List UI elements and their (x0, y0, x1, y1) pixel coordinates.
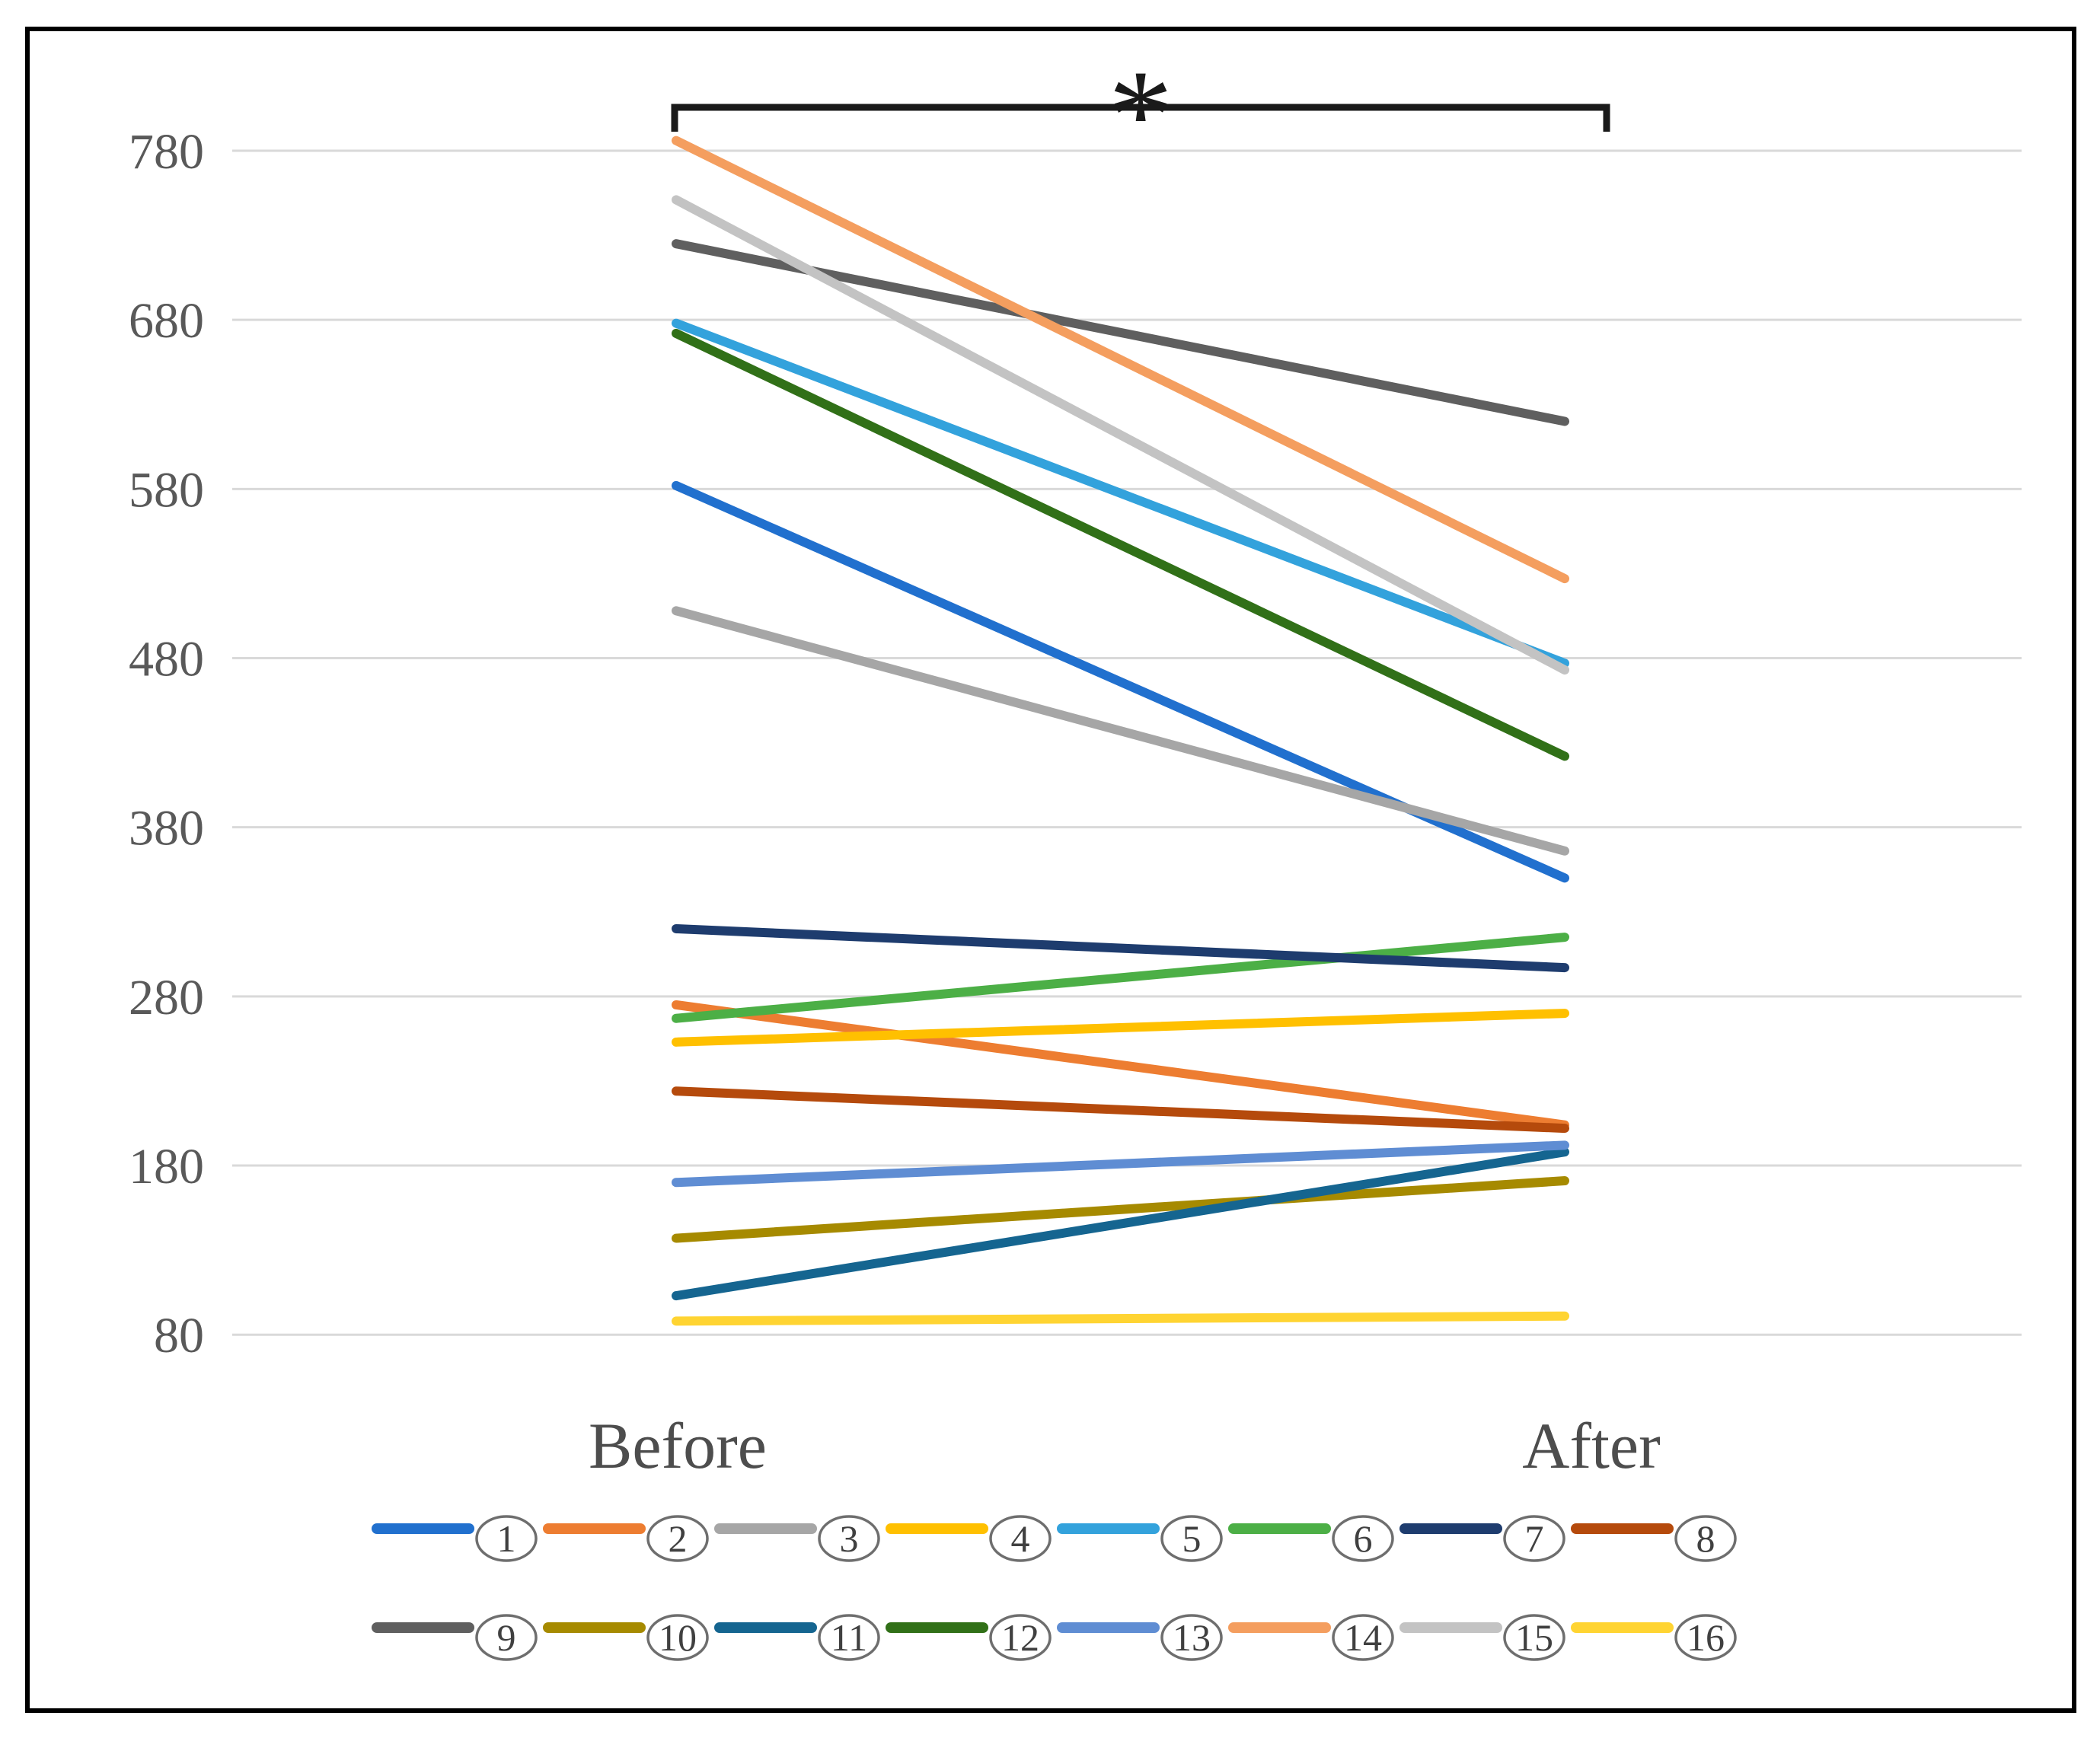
legend-item-3: 3 (714, 1515, 880, 1562)
legend-item-1: 1 (372, 1515, 538, 1562)
legend-number-6: 6 (1354, 1517, 1373, 1560)
legend-circle-16 (1674, 1614, 1737, 1661)
significance-annotation: * (671, 43, 1610, 187)
legend-circle-13 (1160, 1614, 1223, 1661)
series-line-8 (672, 1086, 1569, 1134)
legend-circle-6 (1332, 1515, 1394, 1562)
y-tick-380: 380 (129, 801, 204, 856)
series-line-3 (672, 606, 1569, 856)
series-line-4 (672, 1009, 1569, 1047)
series-line-7 (672, 923, 1569, 973)
y-tick-480: 480 (129, 632, 204, 687)
series-line-14 (672, 136, 1569, 584)
series-line-6 (672, 933, 1569, 1023)
legend-number-2: 2 (669, 1517, 688, 1560)
legend-item-16: 16 (1571, 1614, 1737, 1661)
legend-circle-8 (1674, 1515, 1737, 1562)
chart-frame (25, 27, 2076, 1713)
legend-number-7: 7 (1525, 1517, 1544, 1560)
legend-item-5: 5 (1057, 1515, 1223, 1562)
legend-item-11: 11 (714, 1614, 880, 1661)
legend-item-8: 8 (1571, 1515, 1737, 1562)
legend-circle-12 (989, 1614, 1052, 1661)
y-tick-680: 680 (129, 293, 204, 349)
legend-number-10: 10 (659, 1616, 697, 1659)
legend-number-1: 1 (497, 1517, 516, 1560)
legend-circle-1 (475, 1515, 538, 1562)
legend-item-13: 13 (1057, 1614, 1223, 1661)
legend-circle-10 (646, 1614, 709, 1661)
legend-circle-14 (1332, 1614, 1394, 1661)
significance-bracket (671, 104, 1610, 132)
legend-circle-4 (989, 1515, 1052, 1562)
series-line-15 (672, 195, 1569, 675)
legend-number-8: 8 (1696, 1517, 1715, 1560)
series-line-2 (672, 1000, 1569, 1130)
legend-item-14: 14 (1228, 1614, 1394, 1661)
legend-item-12: 12 (886, 1614, 1052, 1661)
legend-number-13: 13 (1173, 1616, 1211, 1659)
series-line-16 (672, 1311, 1569, 1326)
legend-item-10: 10 (543, 1614, 709, 1661)
x-category-labels: Before After (589, 1409, 1661, 1482)
significance-asterisk: * (1109, 43, 1173, 187)
legend-circle-11 (818, 1614, 880, 1661)
legend-number-9: 9 (497, 1616, 516, 1659)
y-tick-780: 780 (129, 124, 204, 180)
legend-item-2: 2 (543, 1515, 709, 1562)
plot-gridlines (232, 149, 2022, 1336)
y-tick-180: 180 (129, 1139, 204, 1194)
legend-circle-3 (818, 1515, 880, 1562)
legend-item-6: 6 (1228, 1515, 1394, 1562)
legend-number-11: 11 (831, 1616, 867, 1659)
y-tick-80: 80 (154, 1308, 204, 1363)
legend-item-7: 7 (1399, 1515, 1565, 1562)
series-line-12 (672, 328, 1569, 761)
legend-circle-2 (646, 1515, 709, 1562)
legend-circle-9 (475, 1614, 538, 1661)
series-line-13 (672, 1140, 1569, 1188)
series-line-10 (672, 1176, 1569, 1243)
legend: 1 2 3 4 5 6 7 89 10 11 12 13 14 15 16 (372, 1515, 1737, 1661)
legend-item-4: 4 (886, 1515, 1052, 1562)
legend-item-9: 9 (372, 1614, 538, 1661)
legend-number-4: 4 (1011, 1517, 1030, 1560)
category-label-before: Before (589, 1409, 767, 1482)
y-axis-labels: 780 680 580 480 380 280 180 80 (129, 124, 204, 1363)
legend-item-15: 15 (1399, 1614, 1565, 1661)
legend-circle-7 (1503, 1515, 1565, 1562)
legend-number-16: 16 (1687, 1616, 1725, 1659)
legend-circle-15 (1503, 1614, 1565, 1661)
legend-number-3: 3 (840, 1517, 859, 1560)
y-tick-580: 580 (129, 462, 204, 518)
legend-number-14: 14 (1344, 1616, 1382, 1659)
category-label-after: After (1522, 1409, 1660, 1482)
series-line-11 (672, 1147, 1569, 1301)
y-tick-280: 280 (129, 970, 204, 1025)
legend-number-15: 15 (1515, 1616, 1553, 1659)
series-lines (672, 136, 1569, 1326)
legend-number-12: 12 (1001, 1616, 1039, 1659)
series-line-5 (672, 318, 1569, 668)
legend-circle-5 (1160, 1515, 1223, 1562)
legend-number-5: 5 (1182, 1517, 1202, 1560)
